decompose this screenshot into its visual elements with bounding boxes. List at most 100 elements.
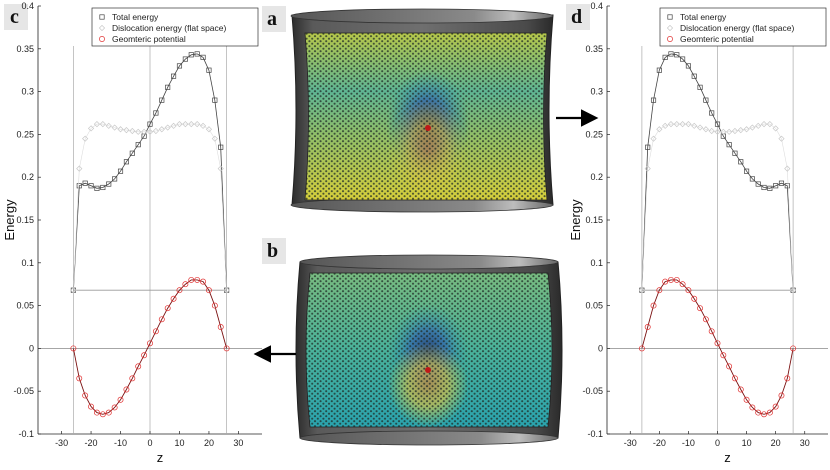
- data-point-geometric: [749, 404, 756, 411]
- data-point-flat: [667, 121, 675, 128]
- data-point-flat: [199, 122, 207, 129]
- panel-a-label: a: [267, 8, 277, 30]
- data-point-total: [112, 176, 118, 182]
- data-point-flat: [82, 135, 89, 142]
- data-point-flat: [152, 127, 159, 135]
- data-point-flat: [760, 121, 768, 128]
- data-point-total: [744, 168, 750, 174]
- data-point-total: [656, 67, 662, 73]
- data-point-flat: [76, 165, 83, 172]
- legend-box: [91, 7, 259, 47]
- y-axis-label: Energy: [2, 199, 17, 241]
- x-tick-label: 10: [742, 438, 752, 448]
- data-point-flat: [772, 125, 779, 132]
- legend-label-flat: Dislocation energy (flat space): [112, 23, 227, 33]
- x-tick-label: -30: [55, 438, 68, 448]
- data-point-total: [165, 84, 171, 90]
- data-point-flat: [146, 128, 154, 135]
- legend-marker-total: [667, 14, 673, 20]
- data-point-flat: [135, 128, 142, 135]
- y-tick-label: 0.05: [16, 301, 34, 311]
- data-point-flat: [720, 128, 727, 135]
- series-flat: [70, 121, 230, 294]
- data-point-geometric: [170, 295, 177, 302]
- data-point-geometric: [223, 345, 230, 352]
- data-point-total: [697, 84, 703, 90]
- y-tick-label: 0.3: [590, 87, 603, 97]
- data-point-flat: [778, 135, 785, 142]
- data-point-flat: [111, 124, 118, 131]
- data-point-total: [668, 51, 674, 57]
- data-point-geometric: [720, 352, 727, 359]
- data-point-geometric: [743, 396, 750, 403]
- data-point-total: [182, 56, 188, 62]
- x-tick-label: 0: [715, 438, 720, 448]
- data-point-total: [680, 56, 686, 62]
- data-point-flat: [650, 135, 657, 142]
- panel-b-label: b: [267, 240, 278, 262]
- data-point-flat: [117, 126, 124, 133]
- series-geometric: [638, 276, 797, 418]
- data-point-flat: [749, 124, 756, 131]
- data-point-flat: [708, 127, 715, 135]
- x-tick-label: 0: [147, 438, 152, 448]
- y-tick-label: 0.35: [16, 44, 34, 54]
- data-point-flat: [731, 127, 739, 135]
- data-point-total: [218, 144, 224, 150]
- data-point-geometric: [117, 396, 124, 403]
- y-tick-label: 0.15: [585, 215, 603, 225]
- data-point-flat: [656, 126, 663, 133]
- data-point-geometric: [697, 305, 704, 312]
- data-point-geometric: [105, 409, 112, 416]
- data-point-flat: [141, 128, 148, 135]
- data-point-geometric: [766, 409, 773, 416]
- legend-label-flat: Dislocation energy (flat space): [680, 23, 795, 33]
- x-tick-label: -10: [114, 438, 127, 448]
- data-point-total: [88, 183, 94, 189]
- panel-a-label-bg: [262, 6, 286, 32]
- data-point-total: [761, 184, 767, 191]
- series-flat: [638, 121, 797, 294]
- panel-d-label-bg: [566, 4, 590, 30]
- y-tick-label: -0.05: [582, 386, 603, 396]
- data-point-flat: [217, 165, 224, 172]
- data-point-geometric: [702, 316, 709, 323]
- data-point-geometric: [111, 404, 118, 411]
- data-point-flat: [737, 127, 744, 134]
- panel-c-label: c: [10, 6, 19, 28]
- legend-marker-geometric: [99, 36, 105, 42]
- data-point-total: [703, 97, 709, 103]
- data-point-total: [106, 181, 112, 187]
- data-point-geometric: [731, 375, 738, 382]
- data-point-total: [738, 159, 744, 165]
- series-geometric: [70, 276, 230, 418]
- data-point-total: [685, 63, 691, 69]
- data-point-flat: [205, 126, 213, 133]
- y-tick-label: 0.35: [585, 44, 603, 54]
- data-point-flat: [93, 121, 101, 128]
- data-point-total: [176, 63, 183, 69]
- data-point-geometric: [790, 345, 797, 352]
- data-point-total: [129, 150, 135, 156]
- panel-b-dislocation-core: [425, 367, 431, 373]
- data-point-geometric: [88, 403, 95, 410]
- y-tick-label: 0.1: [21, 258, 34, 268]
- data-point-total: [720, 133, 726, 139]
- data-point-geometric: [778, 392, 785, 399]
- x-tick-label: 20: [204, 438, 214, 448]
- data-point-total: [732, 150, 738, 156]
- data-point-flat: [644, 165, 651, 172]
- data-point-total: [650, 97, 657, 103]
- y-tick-label: 0: [29, 343, 34, 353]
- data-point-total: [212, 97, 218, 103]
- data-point-flat: [685, 121, 692, 128]
- data-point-geometric: [714, 340, 721, 347]
- y-tick-label: 0.25: [585, 129, 603, 139]
- data-point-flat: [182, 121, 189, 128]
- data-point-flat: [188, 121, 195, 128]
- data-point-total: [767, 185, 773, 191]
- legend-marker-geometric: [667, 36, 673, 42]
- data-point-flat: [638, 287, 645, 294]
- data-point-geometric: [141, 352, 148, 359]
